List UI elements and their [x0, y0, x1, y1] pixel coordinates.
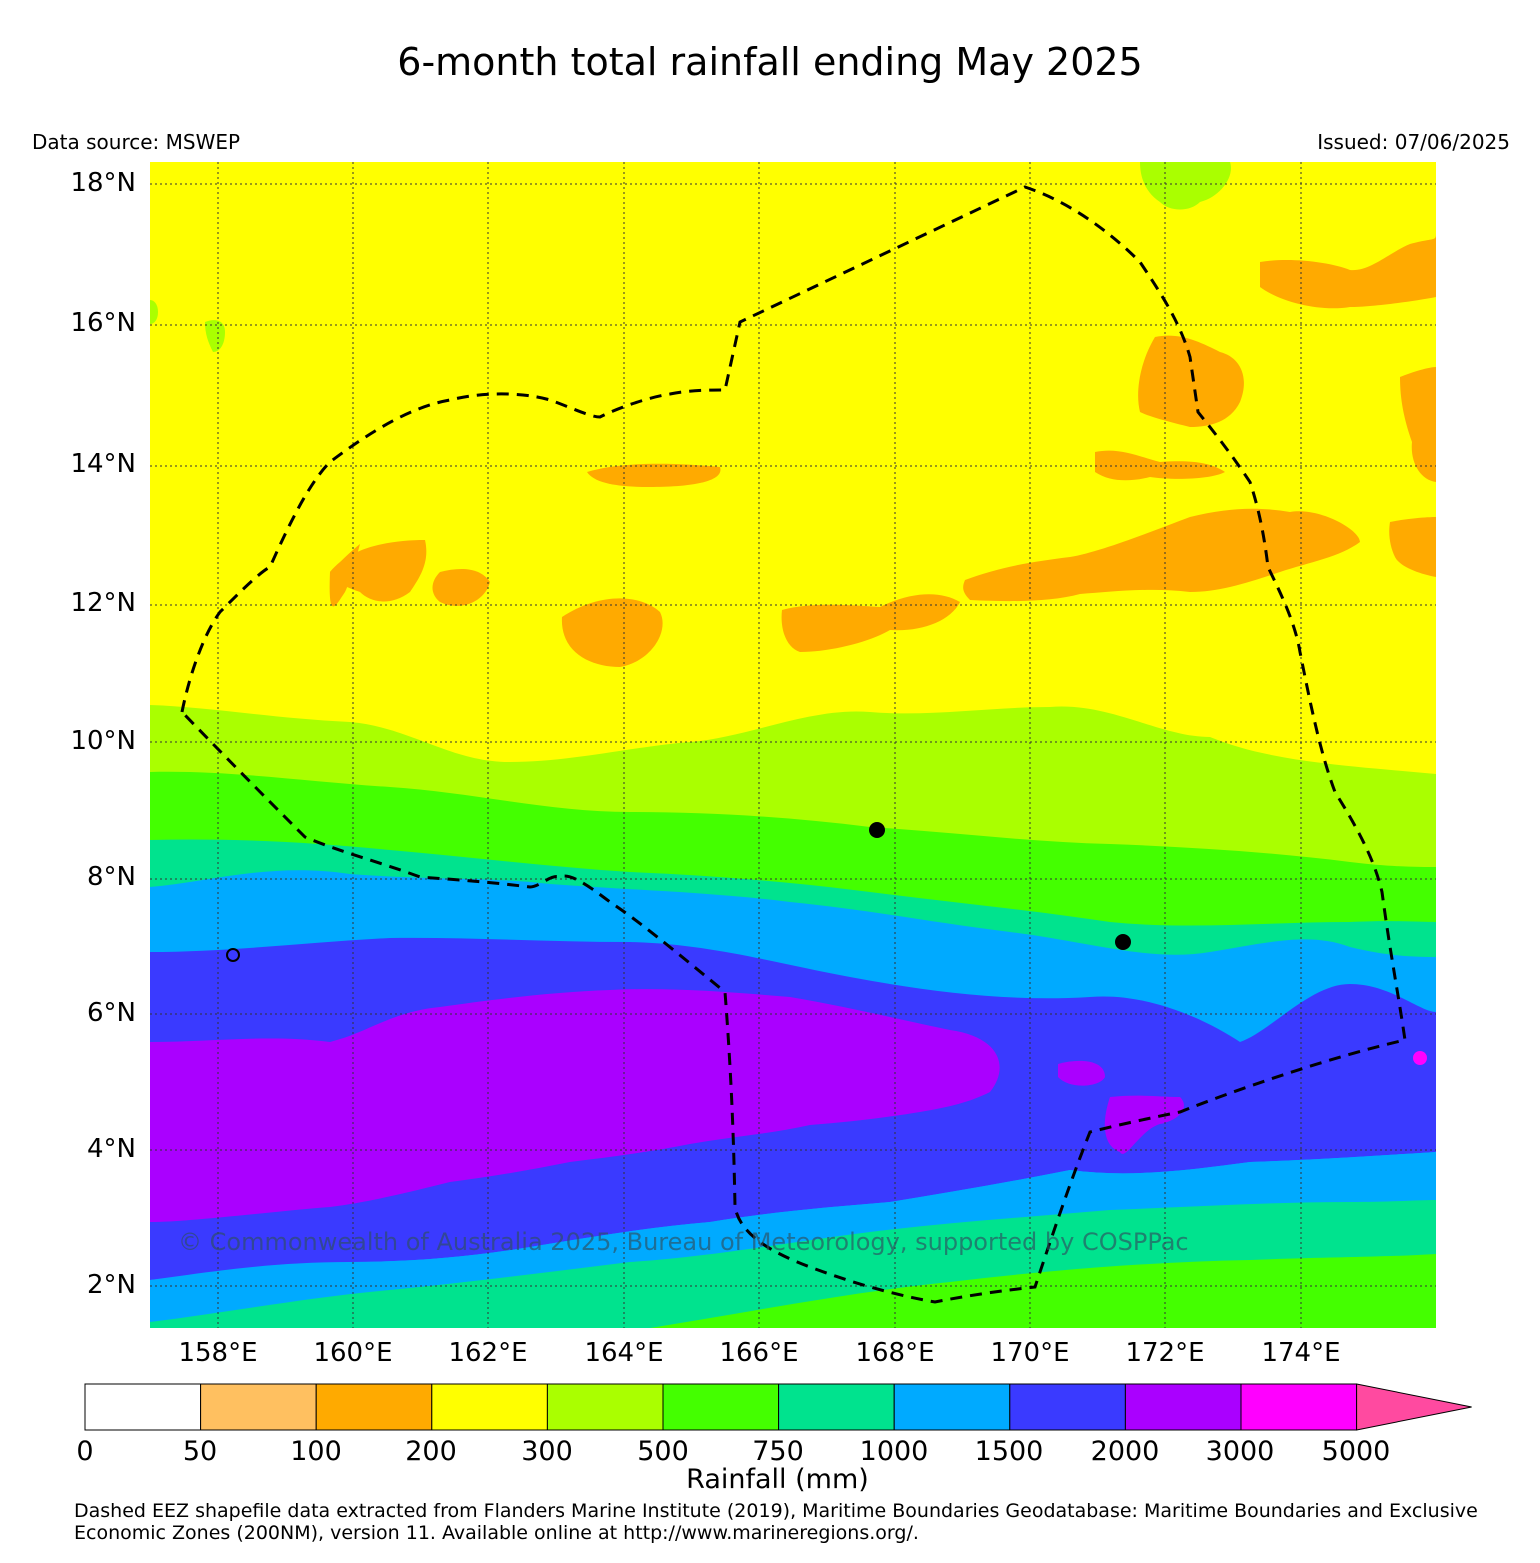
colorbar-tick-label: 750: [752, 1436, 804, 1467]
colorbar-swatch: [662, 1383, 780, 1431]
eez-boundary: [180, 185, 1407, 1304]
lon-label-160e: 160°E: [313, 1338, 393, 1368]
lon-label-162e: 162°E: [448, 1338, 528, 1368]
band-300-500-patches: [150, 162, 1231, 352]
colorbar-tick-label: 100: [290, 1436, 342, 1467]
colorbar-swatch: [778, 1383, 895, 1431]
colorbar-swatch: [200, 1383, 317, 1431]
lat-label-12n: 12°N: [70, 588, 136, 618]
lon-label-166e: 166°E: [719, 1338, 799, 1368]
lat-label-6n: 6°N: [87, 998, 136, 1028]
colorbar-swatch: [1009, 1383, 1126, 1431]
issued-date-label: Issued: 07/06/2025: [1317, 130, 1510, 154]
band-south-500-750: [650, 1254, 1436, 1328]
lat-label-4n: 4°N: [87, 1134, 136, 1164]
lon-label-164e: 164°E: [584, 1338, 664, 1368]
lon-label-158e: 158°E: [178, 1338, 258, 1368]
lat-label-2n: 2°N: [87, 1270, 136, 1300]
colorbar-swatch: [315, 1383, 433, 1431]
colorbar-tick-label: 5000: [1321, 1436, 1391, 1467]
lat-label-8n: 8°N: [87, 862, 136, 892]
colorbar-tick-label: 200: [405, 1436, 457, 1467]
band-100-200: [329, 232, 1436, 667]
colorbar-swatch: [431, 1383, 548, 1431]
copyright-watermark: © Commonwealth of Australia 2025, Bureau…: [178, 1228, 1189, 1256]
island-outline-west: [226, 948, 240, 962]
colorbar-swatch: [1240, 1383, 1358, 1431]
colorbar-tick-label: 3000: [1205, 1436, 1275, 1467]
lon-label-170e: 170°E: [990, 1338, 1070, 1368]
lat-label-18n: 18°N: [70, 168, 136, 198]
lon-label-172e: 172°E: [1125, 1338, 1205, 1368]
lat-label-16n: 16°N: [70, 308, 136, 338]
colorbar-tick-label: 1500: [974, 1436, 1044, 1467]
lon-label-174e: 174°E: [1261, 1338, 1341, 1368]
colorbar-tick-label: 2000: [1090, 1436, 1160, 1467]
band-2000-3000-east: [1104, 1095, 1184, 1154]
colorbar-swatch: [546, 1383, 664, 1431]
colorbar-tick-label: 500: [637, 1436, 689, 1467]
lat-label-14n: 14°N: [70, 449, 136, 479]
eez-footnote: Dashed EEZ shapefile data extracted from…: [74, 1500, 1478, 1544]
island-marker-north: [869, 822, 885, 838]
rainfall-colorbar: [84, 1383, 1472, 1431]
colorbar-tick-label: 0: [76, 1436, 94, 1467]
lon-label-168e: 168°E: [855, 1338, 935, 1368]
data-source-label: Data source: MSWEP: [32, 130, 241, 154]
band-3000-5000: [1413, 1051, 1427, 1065]
map-title: 6-month total rainfall ending May 2025: [397, 40, 1143, 84]
rainfall-map: © Commonwealth of Australia 2025, Bureau…: [150, 162, 1436, 1328]
graticule: [150, 162, 1436, 1328]
colorbar-title: Rainfall (mm): [686, 1464, 869, 1495]
band-2000-3000-east2: [1058, 1060, 1105, 1086]
colorbar-tick-label: 300: [521, 1436, 573, 1467]
lat-label-10n: 10°N: [70, 726, 136, 756]
colorbar-swatch: [84, 1383, 202, 1431]
colorbar-extend-arrow: [1356, 1383, 1472, 1431]
colorbar-tick-label: 50: [182, 1436, 218, 1467]
island-marker-south: [1115, 934, 1131, 950]
colorbar-swatch: [893, 1383, 1011, 1431]
colorbar-swatch: [1124, 1383, 1242, 1431]
band-2000-3000: [150, 989, 1000, 1222]
colorbar-tick-label: 1000: [859, 1436, 929, 1467]
